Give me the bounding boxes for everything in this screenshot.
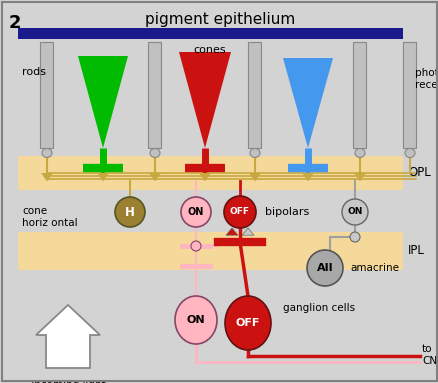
Bar (18, 156, 402, 190)
Polygon shape (241, 228, 254, 235)
Circle shape (349, 232, 359, 242)
Polygon shape (148, 173, 161, 182)
Text: ganglion cells: ganglion cells (283, 303, 354, 313)
Polygon shape (78, 56, 128, 148)
Text: H: H (125, 206, 134, 218)
Text: ON: ON (187, 207, 204, 217)
Text: AII: AII (316, 263, 332, 273)
Ellipse shape (354, 149, 364, 157)
Polygon shape (97, 173, 109, 182)
Polygon shape (41, 173, 53, 182)
Ellipse shape (42, 149, 52, 157)
Text: to
CNS: to CNS (421, 344, 438, 366)
Bar (403, 42, 416, 148)
Text: amacrine: amacrine (349, 263, 398, 273)
Polygon shape (198, 173, 211, 182)
Ellipse shape (150, 149, 159, 157)
Bar (18, 28, 402, 39)
Text: incoming light: incoming light (31, 380, 105, 383)
Bar (248, 42, 261, 148)
Text: 2: 2 (9, 14, 21, 32)
Polygon shape (353, 173, 365, 182)
Text: ON: ON (346, 208, 362, 216)
Text: pigment epithelium: pigment epithelium (145, 12, 294, 27)
Circle shape (341, 199, 367, 225)
Text: ON: ON (186, 315, 205, 325)
Bar (18, 232, 402, 270)
Circle shape (115, 197, 145, 227)
Text: IPL: IPL (407, 244, 424, 257)
Circle shape (191, 241, 201, 251)
Ellipse shape (404, 149, 414, 157)
Circle shape (306, 250, 342, 286)
Ellipse shape (225, 296, 270, 350)
Text: cones: cones (193, 45, 225, 55)
Polygon shape (226, 228, 237, 235)
Circle shape (180, 197, 211, 227)
Text: rods: rods (22, 67, 46, 77)
Text: OFF: OFF (230, 208, 249, 216)
Bar (148, 42, 161, 148)
Text: cone
horiz ontal: cone horiz ontal (22, 206, 78, 228)
Ellipse shape (249, 149, 259, 157)
Polygon shape (36, 305, 100, 368)
Polygon shape (283, 58, 332, 148)
Text: photo-
receptors: photo- receptors (414, 68, 438, 90)
Polygon shape (179, 52, 230, 148)
Ellipse shape (175, 296, 216, 344)
Circle shape (223, 196, 255, 228)
Polygon shape (248, 173, 261, 182)
Bar (40, 42, 53, 148)
Text: OPL: OPL (407, 167, 430, 180)
Bar (353, 42, 366, 148)
Text: OFF: OFF (235, 318, 260, 328)
Polygon shape (301, 173, 313, 182)
Text: bipolars: bipolars (265, 207, 308, 217)
